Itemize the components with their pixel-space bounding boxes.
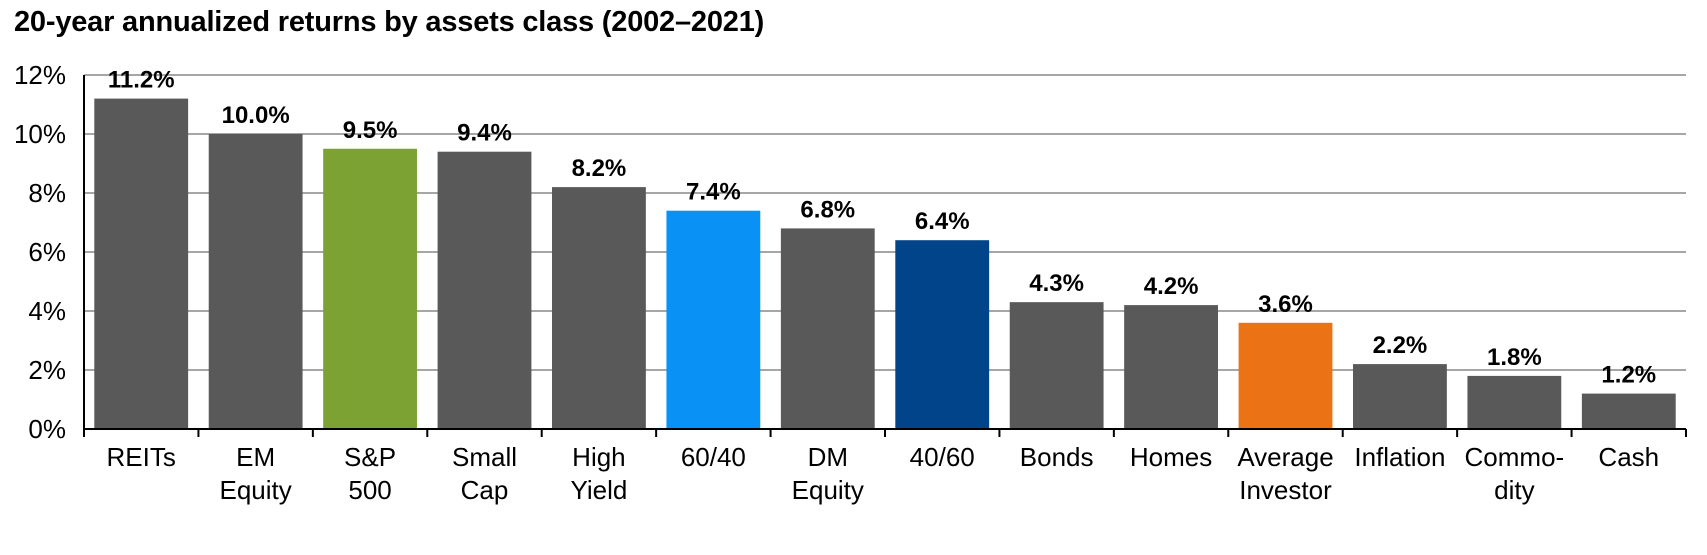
- y-tick-label: 2%: [28, 355, 66, 385]
- x-tick-label: EM Equity: [220, 442, 292, 505]
- x-tick-label: Homes: [1130, 442, 1212, 472]
- x-tick-label: Inflation: [1354, 442, 1445, 472]
- y-tick-label: 6%: [28, 237, 66, 267]
- bar: [1124, 305, 1218, 429]
- bar: [437, 151, 532, 429]
- data-label: 7.4%: [686, 179, 741, 206]
- bar: [666, 210, 761, 429]
- x-tick-label: Commo-dity: [1465, 442, 1565, 505]
- data-label: 8.2%: [572, 155, 627, 182]
- x-tick-label: Bonds: [1020, 442, 1094, 472]
- y-tick-label: 0%: [28, 414, 66, 444]
- x-tick-label: High Yield: [570, 442, 627, 505]
- data-label: 3.6%: [1258, 291, 1313, 318]
- x-tick-label: Average Investor: [1237, 442, 1333, 505]
- x-tick-label: S&P 500: [344, 442, 396, 505]
- x-tick-label: REITs: [107, 442, 176, 472]
- data-label: 10.0%: [222, 102, 290, 129]
- data-label: 4.3%: [1029, 270, 1084, 297]
- bar: [94, 98, 189, 429]
- y-tick-label: 8%: [28, 178, 66, 208]
- chart-title: 20-year annualized returns by assets cla…: [14, 6, 765, 38]
- data-label: 1.2%: [1601, 362, 1656, 389]
- bar: [552, 187, 646, 429]
- x-tick-label: Cash: [1598, 442, 1659, 472]
- x-tick-label: 60/40: [681, 442, 746, 472]
- bar: [1353, 364, 1447, 429]
- data-label: 11.2%: [108, 67, 175, 94]
- data-label: 1.8%: [1487, 344, 1542, 371]
- y-tick-label: 10%: [14, 119, 66, 149]
- bar: [208, 134, 303, 429]
- bar: [780, 228, 875, 429]
- data-label: 2.2%: [1373, 332, 1428, 359]
- bar: [323, 148, 417, 429]
- data-label: 6.4%: [915, 208, 970, 235]
- x-tick-label: Small Cap: [452, 442, 517, 505]
- data-label: 9.5%: [343, 117, 398, 144]
- y-tick-label: 4%: [28, 296, 66, 326]
- bar: [1467, 375, 1562, 429]
- data-label: 9.4%: [457, 120, 512, 147]
- data-label: 6.8%: [800, 196, 855, 223]
- bar: [1581, 393, 1676, 429]
- bar: [1238, 322, 1333, 429]
- x-tick-label: 40/60: [910, 442, 975, 472]
- bar: [1009, 302, 1104, 429]
- x-tick-label: DM Equity: [792, 442, 864, 505]
- data-label: 4.2%: [1144, 273, 1199, 300]
- bar: [895, 240, 990, 429]
- y-tick-label: 12%: [14, 60, 66, 90]
